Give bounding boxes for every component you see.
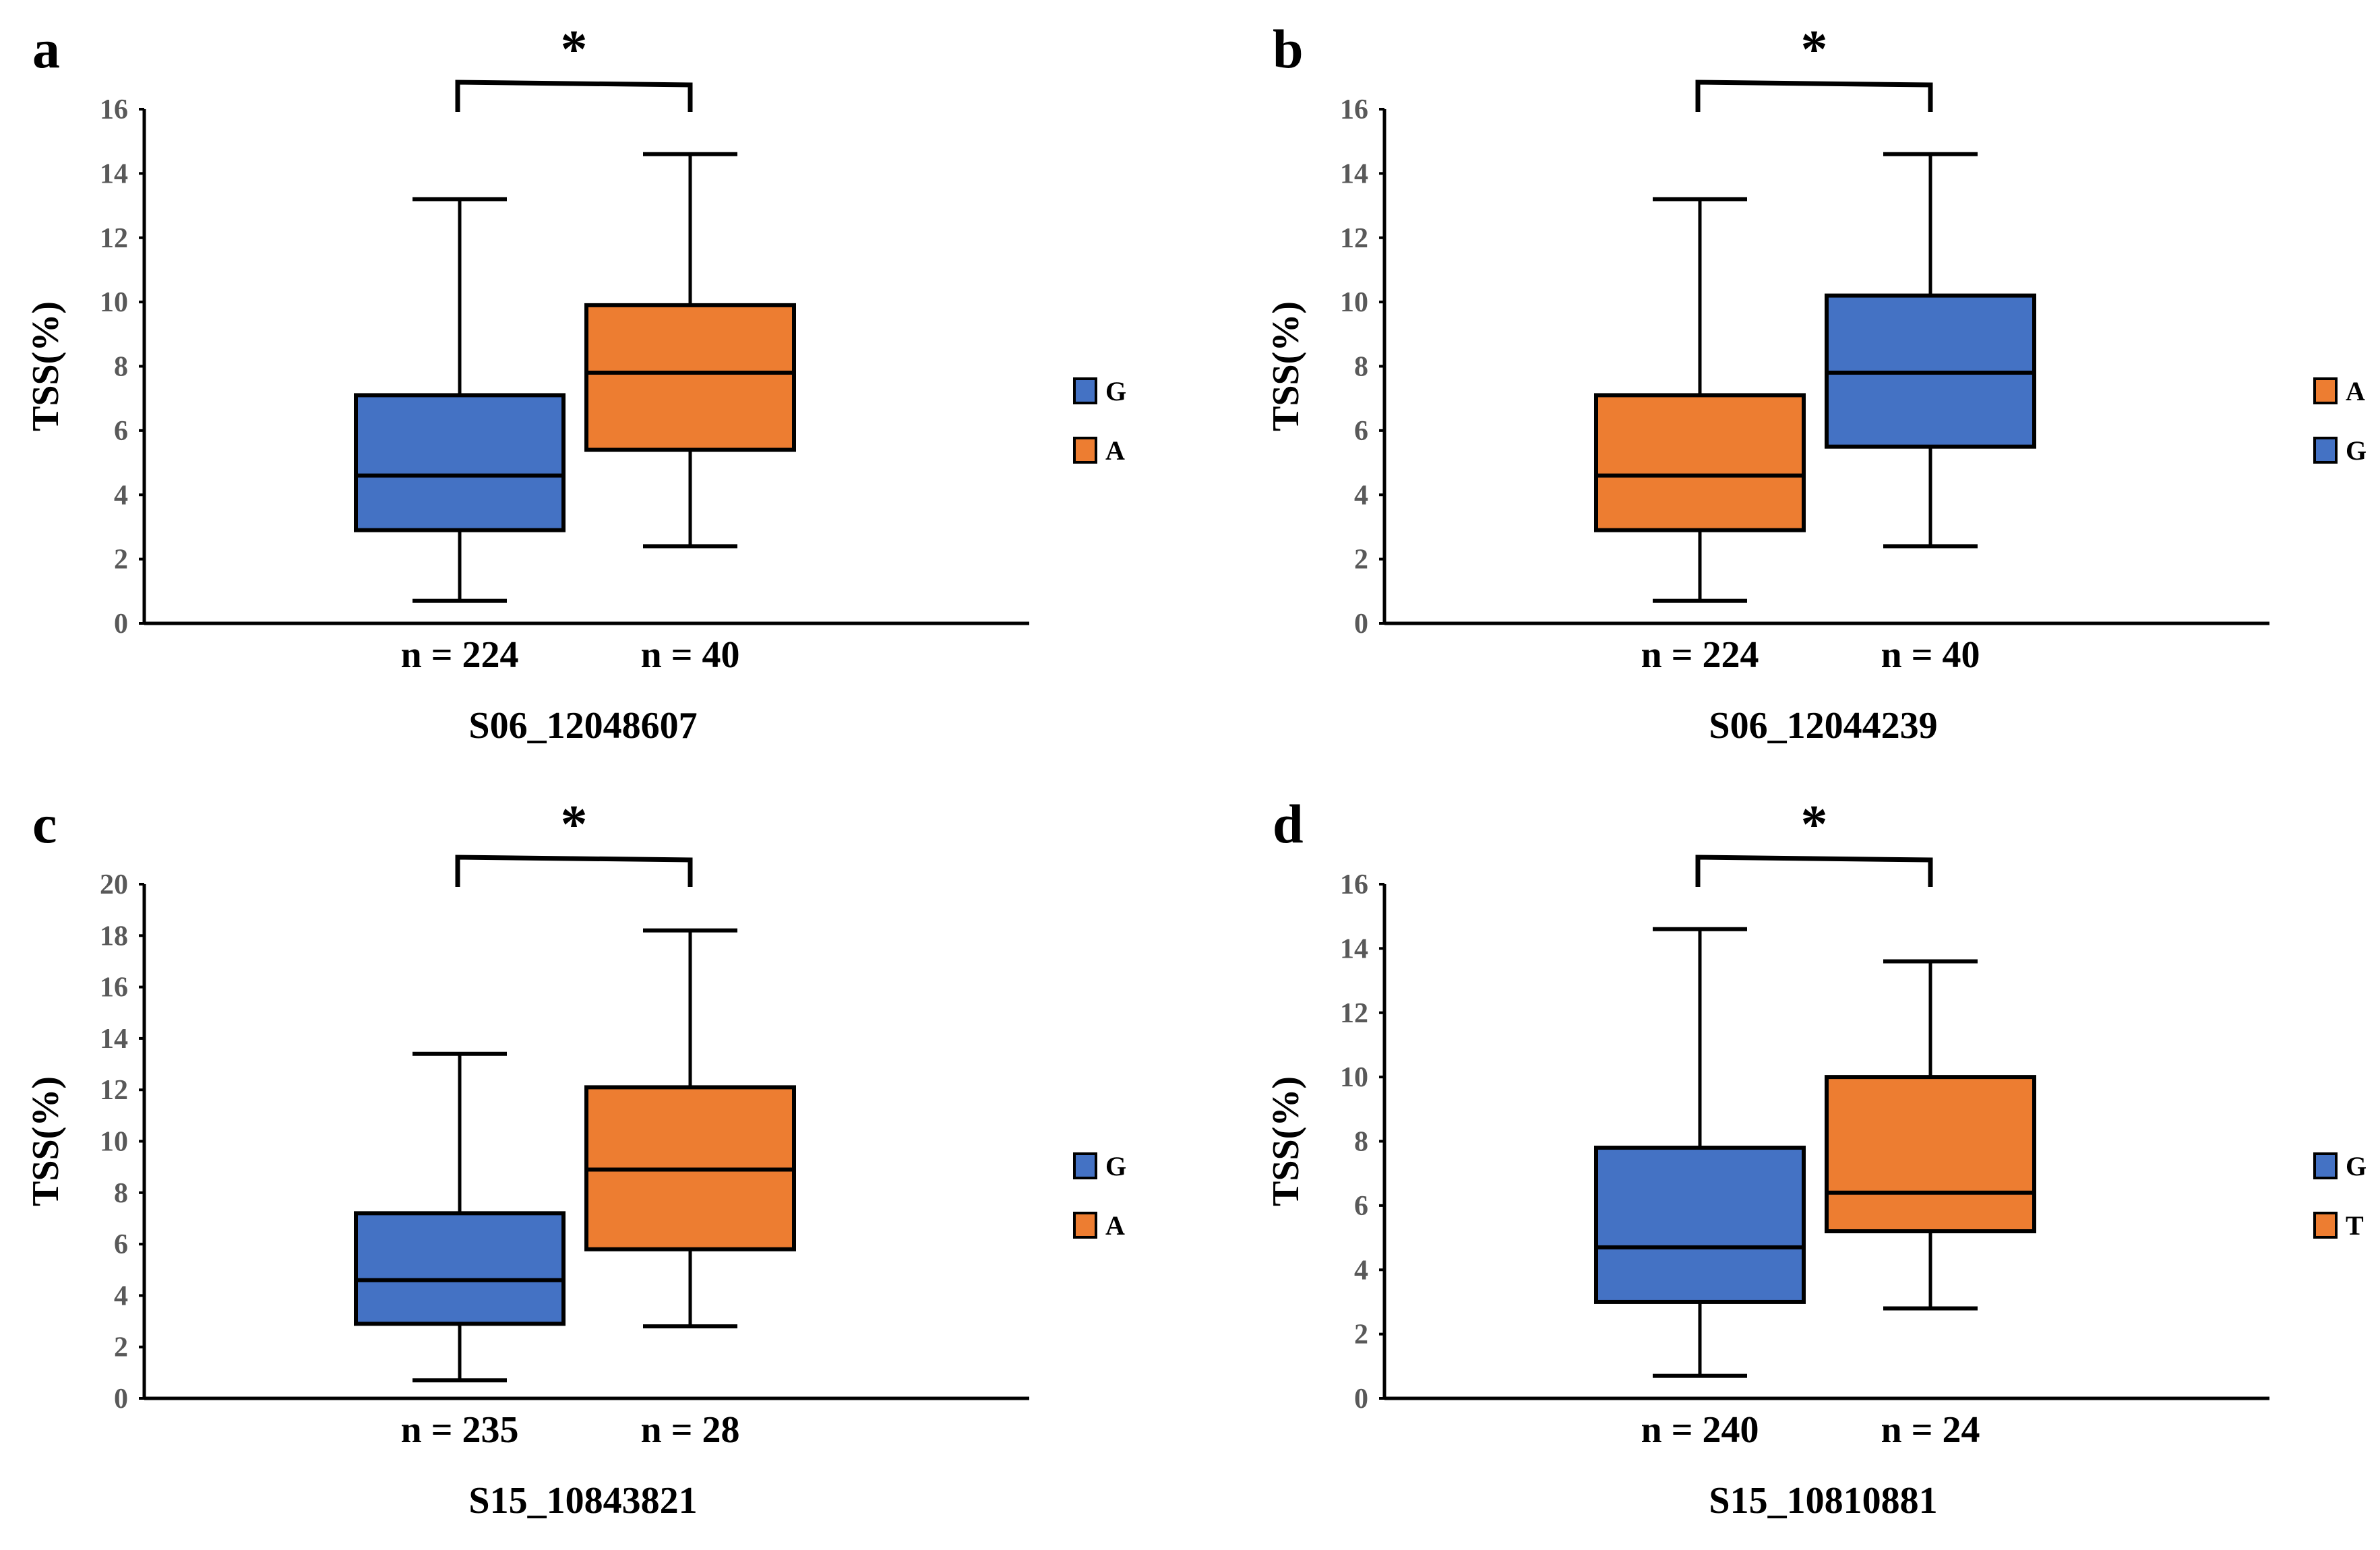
n-label: n = 40 <box>640 634 739 676</box>
y-axis-label: TSS(%) <box>25 301 67 431</box>
y-tick-label: 4 <box>1354 480 1368 511</box>
y-tick-label: 0 <box>114 1384 128 1415</box>
y-tick-label: 10 <box>100 287 128 318</box>
legend-swatch-T <box>2313 1212 2338 1239</box>
n-label: n = 28 <box>640 1409 739 1451</box>
box-A <box>1594 393 1806 532</box>
y-tick-label: 4 <box>114 480 128 511</box>
y-axis-label: TSS(%) <box>1265 301 1307 431</box>
y-tick-label: 16 <box>1340 94 1368 125</box>
y-tick-label: 16 <box>100 972 128 1003</box>
y-tick-label: 0 <box>1354 609 1368 640</box>
y-tick-label: 14 <box>100 1024 128 1055</box>
legend-swatch-A <box>1073 437 1097 464</box>
y-tick-label: 12 <box>100 223 128 254</box>
y-axis-label: TSS(%) <box>1265 1076 1307 1206</box>
x-axis-title: S06_12044239 <box>1709 705 1937 747</box>
n-label: n = 224 <box>1641 634 1759 676</box>
significance-star: * <box>561 20 588 80</box>
y-tick-label: 0 <box>114 609 128 640</box>
n-label: n = 240 <box>1641 1409 1759 1451</box>
legend-swatch-G <box>1073 1152 1097 1179</box>
boxplot-c: c 0 2 4 6 8 10 12 14 16 18 20 TSS(%) n = 235 Gn = 28 A *… <box>25 793 1126 1522</box>
y-tick-label: 8 <box>1354 1127 1368 1158</box>
y-tick-label: 12 <box>1340 223 1368 254</box>
significance-bracket <box>1695 855 1933 887</box>
y-tick-label: 12 <box>100 1075 128 1106</box>
legend-label: G <box>1105 1151 1126 1181</box>
boxplot-a: a 0 2 4 6 8 10 12 14 16 TSS(%) n = 224 Gn = 40 A * S06_… <box>25 18 1126 747</box>
y-tick-label: 2 <box>114 1332 128 1363</box>
n-label: n = 235 <box>400 1409 518 1451</box>
legend-swatch-G <box>2313 437 2338 464</box>
y-tick-label: 2 <box>1354 1320 1368 1351</box>
y-tick-label: 4 <box>114 1280 128 1311</box>
n-label: n = 40 <box>1881 634 1980 676</box>
legend-swatch-A <box>2313 377 2338 404</box>
y-tick-label: 2 <box>1354 545 1368 576</box>
y-axis-label: TSS(%) <box>25 1076 67 1206</box>
y-tick-label: 6 <box>114 1229 128 1260</box>
boxplot-b: b 0 2 4 6 8 10 12 14 16 TSS(%) n = 224 An = 40 G * S06_… <box>1265 18 2367 747</box>
y-tick-label: 6 <box>114 416 128 447</box>
n-label: n = 24 <box>1881 1409 1980 1451</box>
panel-label: b <box>1273 18 1304 80</box>
y-tick-label: 10 <box>1340 1062 1368 1093</box>
box-T <box>1825 1075 2036 1234</box>
legend-label: G <box>1105 376 1126 406</box>
significance-star: * <box>1801 20 1828 80</box>
y-tick-label: 0 <box>1354 1384 1368 1415</box>
y-tick-label: 4 <box>1354 1255 1368 1286</box>
significance-star: * <box>561 795 588 855</box>
y-tick-label: 14 <box>1340 933 1368 964</box>
y-tick-label: 8 <box>1354 352 1368 383</box>
legend-label: T <box>2346 1210 2364 1241</box>
x-axis-title: S15_10843821 <box>468 1480 697 1522</box>
x-axis-title: S15_10810881 <box>1709 1480 1937 1522</box>
y-tick-label: 12 <box>1340 998 1368 1029</box>
x-axis-title: S06_12048607 <box>468 705 697 747</box>
y-tick-label: 16 <box>100 94 128 125</box>
y-tick-label: 14 <box>100 158 128 189</box>
panel-label: c <box>32 793 57 855</box>
significance-bracket <box>1695 80 1933 112</box>
legend-label: A <box>1105 435 1125 466</box>
y-tick-label: 10 <box>1340 287 1368 318</box>
y-tick-label: 8 <box>114 1178 128 1209</box>
n-label: n = 224 <box>400 634 518 676</box>
legend-swatch-A <box>1073 1212 1097 1239</box>
box-A <box>584 303 796 452</box>
legend-swatch-G <box>2313 1152 2338 1179</box>
y-tick-label: 20 <box>100 869 128 900</box>
y-tick-label: 14 <box>1340 158 1368 189</box>
y-tick-label: 8 <box>114 352 128 383</box>
panel-label: a <box>32 18 60 80</box>
legend-label: G <box>2346 1151 2367 1181</box>
y-tick-label: 16 <box>1340 869 1368 900</box>
significance-bracket <box>455 80 693 112</box>
legend-swatch-G <box>1073 377 1097 404</box>
y-tick-label: 2 <box>114 545 128 576</box>
significance-bracket <box>455 855 693 887</box>
box-G <box>1594 1146 1806 1304</box>
boxplot-d: d 0 2 4 6 8 10 12 14 16 TSS(%) n = 240 Gn = 24 T * S15_… <box>1265 793 2367 1522</box>
legend-label: A <box>2346 376 2365 406</box>
box-G <box>354 393 566 532</box>
y-tick-label: 18 <box>100 921 128 952</box>
legend-label: A <box>1105 1210 1125 1241</box>
significance-star: * <box>1801 795 1828 855</box>
panel-label: d <box>1273 793 1304 855</box>
box-G <box>354 1211 566 1326</box>
y-tick-label: 10 <box>100 1127 128 1158</box>
y-tick-label: 6 <box>1354 1191 1368 1222</box>
y-tick-label: 6 <box>1354 416 1368 447</box>
legend-label: G <box>2346 435 2367 466</box>
